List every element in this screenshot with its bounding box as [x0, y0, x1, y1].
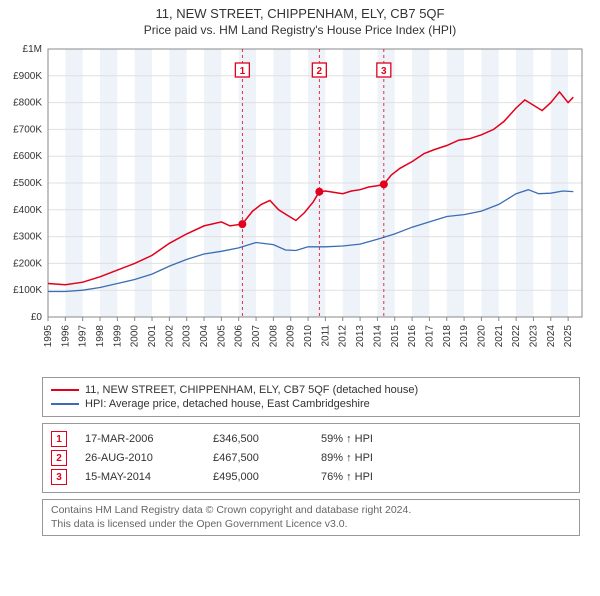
legend-label: 11, NEW STREET, CHIPPENHAM, ELY, CB7 5QF…: [85, 384, 418, 396]
svg-text:1997: 1997: [78, 325, 89, 348]
svg-text:1998: 1998: [95, 325, 106, 348]
transaction-row: 3 15-MAY-2014 £495,000 76% ↑ HPI: [51, 469, 571, 485]
svg-text:£900K: £900K: [13, 71, 42, 82]
svg-text:2009: 2009: [286, 325, 297, 348]
tx-pct: 59% ↑ HPI: [321, 433, 373, 445]
svg-text:£400K: £400K: [13, 205, 42, 216]
tx-price: £495,000: [213, 471, 303, 483]
svg-text:2015: 2015: [390, 325, 401, 348]
legend-swatch: [51, 389, 79, 391]
svg-text:3: 3: [381, 66, 387, 77]
transaction-row: 1 17-MAR-2006 £346,500 59% ↑ HPI: [51, 431, 571, 447]
svg-text:2025: 2025: [563, 325, 574, 348]
svg-text:1: 1: [240, 66, 246, 77]
svg-text:2004: 2004: [199, 325, 210, 348]
chart-area: £0 £100K £200K £300K £400K £500K £600K £700K £80…: [0, 41, 600, 371]
svg-text:£600K: £600K: [13, 151, 42, 162]
svg-text:2023: 2023: [528, 325, 539, 348]
svg-text:2001: 2001: [147, 325, 158, 348]
tx-date: 15-MAY-2014: [85, 471, 195, 483]
svg-text:2008: 2008: [268, 325, 279, 348]
transaction-row: 2 26-AUG-2010 £467,500 89% ↑ HPI: [51, 450, 571, 466]
svg-text:2006: 2006: [234, 325, 245, 348]
tx-marker: 1: [51, 431, 67, 447]
tx-price: £467,500: [213, 452, 303, 464]
svg-text:2013: 2013: [355, 325, 366, 348]
svg-text:2024: 2024: [546, 325, 557, 348]
svg-text:2005: 2005: [216, 325, 227, 348]
svg-text:2014: 2014: [372, 325, 383, 348]
line-chart: £0 £100K £200K £300K £400K £500K £600K £700K £80…: [0, 41, 600, 371]
legend-swatch: [51, 403, 79, 405]
page-subtitle: Price paid vs. HM Land Registry's House …: [0, 23, 600, 37]
svg-text:£0: £0: [31, 312, 43, 323]
svg-text:2016: 2016: [407, 325, 418, 348]
tx-marker: 3: [51, 469, 67, 485]
svg-text:2000: 2000: [130, 325, 141, 348]
legend-item: HPI: Average price, detached house, East…: [51, 398, 571, 410]
svg-text:1996: 1996: [60, 325, 71, 348]
tx-pct: 76% ↑ HPI: [321, 471, 373, 483]
page-title: 11, NEW STREET, CHIPPENHAM, ELY, CB7 5QF: [0, 6, 600, 21]
svg-text:2017: 2017: [424, 325, 435, 348]
svg-text:2010: 2010: [303, 325, 314, 348]
svg-text:2002: 2002: [164, 325, 175, 348]
license-line1: Contains HM Land Registry data © Crown c…: [51, 504, 571, 518]
svg-text:£100K: £100K: [13, 285, 42, 296]
svg-text:2018: 2018: [442, 325, 453, 348]
svg-text:£700K: £700K: [13, 124, 42, 135]
svg-text:2019: 2019: [459, 325, 470, 348]
svg-text:£200K: £200K: [13, 258, 42, 269]
legend: 11, NEW STREET, CHIPPENHAM, ELY, CB7 5QF…: [42, 377, 580, 417]
svg-text:1999: 1999: [112, 325, 123, 348]
svg-text:2022: 2022: [511, 325, 522, 348]
license-line2: This data is licensed under the Open Gov…: [51, 518, 571, 532]
svg-text:2021: 2021: [494, 325, 505, 348]
tx-marker: 2: [51, 450, 67, 466]
svg-text:2012: 2012: [338, 325, 349, 348]
tx-date: 17-MAR-2006: [85, 433, 195, 445]
svg-text:£300K: £300K: [13, 232, 42, 243]
license-note: Contains HM Land Registry data © Crown c…: [42, 499, 580, 536]
svg-text:1995: 1995: [43, 325, 54, 348]
svg-text:2: 2: [317, 66, 323, 77]
transactions-table: 1 17-MAR-2006 £346,500 59% ↑ HPI 2 26-AUG-201…: [42, 423, 580, 493]
svg-text:2020: 2020: [476, 325, 487, 348]
tx-price: £346,500: [213, 433, 303, 445]
legend-label: HPI: Average price, detached house, East…: [85, 398, 370, 410]
svg-text:£800K: £800K: [13, 98, 42, 109]
svg-text:2011: 2011: [320, 325, 331, 347]
svg-text:£1M: £1M: [23, 44, 42, 55]
tx-pct: 89% ↑ HPI: [321, 452, 373, 464]
legend-item: 11, NEW STREET, CHIPPENHAM, ELY, CB7 5QF…: [51, 384, 571, 396]
svg-text:2003: 2003: [182, 325, 193, 348]
svg-text:£500K: £500K: [13, 178, 42, 189]
svg-text:2007: 2007: [251, 325, 262, 348]
tx-date: 26-AUG-2010: [85, 452, 195, 464]
